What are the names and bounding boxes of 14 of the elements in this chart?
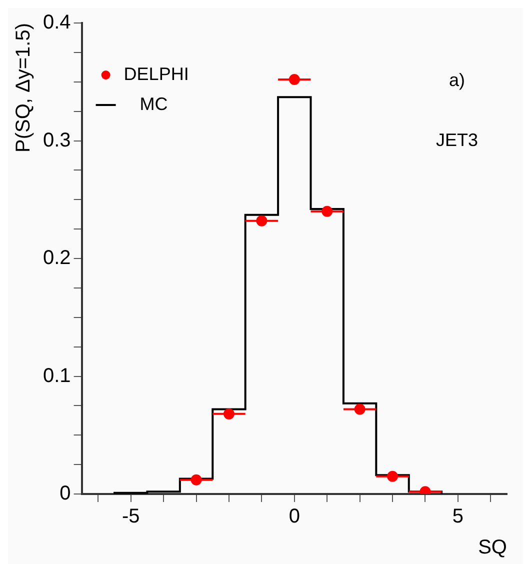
y-tick-label: 0.2 (42, 247, 71, 270)
x-tick-label: 0 (288, 506, 300, 528)
y-tick-label: 0.3 (42, 129, 71, 152)
legend-label: MC (140, 94, 168, 114)
x-axis-title: SQ (478, 536, 507, 559)
legend-label: DELPHI (124, 64, 189, 84)
y-tick-label: 0.1 (42, 364, 71, 387)
y-axis-title: P(SQ, Δy=1.5) (12, 23, 35, 153)
y-tick-label: 0 (60, 482, 71, 505)
x-tick-label: 5 (452, 506, 464, 528)
annotation: JET3 (436, 130, 478, 150)
y-tick-label: 0.4 (42, 12, 71, 34)
annotation: a) (448, 70, 466, 90)
x-tick-label: -5 (122, 506, 140, 528)
